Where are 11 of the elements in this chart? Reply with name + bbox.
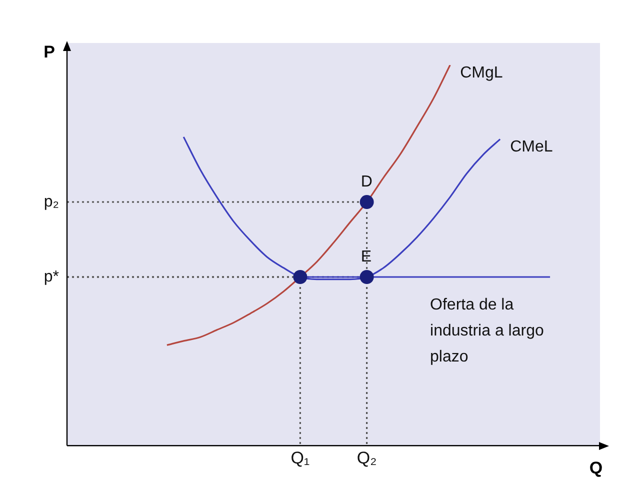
x-axis-title: Q [589, 458, 603, 478]
series-label: CMeL [510, 138, 553, 156]
annotation: D [360, 173, 372, 190]
x-tick-label: Q₂ [356, 448, 377, 468]
series-label: Oferta de la industria a largo plazo [430, 296, 544, 366]
y-axis-title: P [44, 42, 55, 62]
text: p* [44, 268, 59, 286]
series-label: CMgL [460, 64, 503, 82]
annotation: E [360, 248, 372, 266]
x-tick-label: Q₁ [290, 448, 310, 468]
text: p₂ [44, 193, 59, 210]
